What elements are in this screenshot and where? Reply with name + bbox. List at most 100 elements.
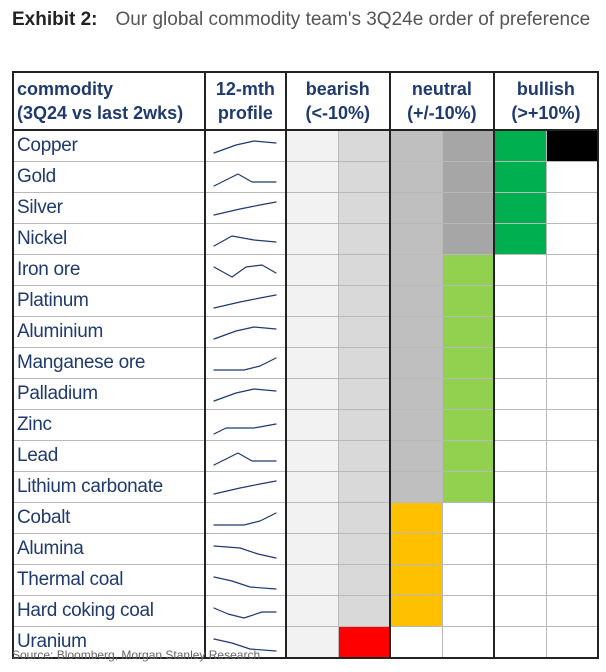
rating-cell (337, 347, 391, 379)
rating-cell (337, 316, 391, 348)
rating-cell (441, 254, 495, 286)
header-neutral-line1: neutral (411, 79, 472, 99)
rating-cell (285, 440, 339, 472)
rating-cell (285, 409, 339, 441)
rating-cell (545, 626, 599, 659)
rating-cell (337, 502, 391, 534)
rating-cell (545, 316, 599, 348)
sparkline-icon (213, 480, 277, 495)
profile-sparkline (204, 254, 287, 286)
rating-cell (441, 626, 495, 659)
table-row: Aluminium (12, 316, 599, 348)
table-row: Gold (12, 161, 599, 193)
rating-cell (337, 378, 391, 410)
profile-sparkline (204, 347, 287, 379)
rating-cell (389, 161, 443, 193)
commodity-name: Iron ore (12, 254, 206, 286)
rating-cell (441, 285, 495, 317)
profile-sparkline (204, 564, 287, 596)
commodity-name: Platinum (12, 285, 206, 317)
sparkline-icon (213, 201, 277, 216)
rating-cell (337, 192, 391, 224)
rating-cell (545, 378, 599, 410)
rating-cell (545, 285, 599, 317)
rating-cell (337, 595, 391, 627)
profile-sparkline (204, 129, 287, 162)
profile-sparkline (204, 409, 287, 441)
rating-cell (389, 192, 443, 224)
rating-cell (493, 502, 547, 534)
rating-cell (441, 502, 495, 534)
profile-sparkline (204, 502, 287, 534)
commodity-name: Manganese ore (12, 347, 206, 379)
rating-cell (285, 316, 339, 348)
rating-cell (389, 440, 443, 472)
rating-cell (493, 223, 547, 255)
rating-cell (545, 471, 599, 503)
header-bullish: bullish (>+10%) (493, 71, 600, 131)
sparkline-icon (213, 264, 277, 278)
rating-cell (441, 223, 495, 255)
rating-cell (285, 161, 339, 193)
table-row: Silver (12, 192, 599, 224)
header-bullish-line2: (>+10%) (511, 103, 581, 123)
sparkline-icon (213, 512, 277, 526)
header-commodity-line1: commodity (17, 79, 114, 99)
table-row: Platinum (12, 285, 599, 317)
rating-cell (389, 378, 443, 410)
header-profile: 12-mth profile (204, 71, 287, 131)
rating-cell (545, 347, 599, 379)
rating-cell (389, 502, 443, 534)
commodity-name: Lead (12, 440, 206, 472)
profile-sparkline (204, 161, 287, 193)
rating-cell (545, 223, 599, 255)
header-commodity-line2: (3Q24 vs last 2wks) (17, 103, 184, 123)
rating-cell (441, 129, 495, 162)
rating-cell (493, 564, 547, 596)
header-bearish-line1: bearish (305, 79, 370, 99)
rating-cell (493, 316, 547, 348)
sparkline-icon (213, 294, 277, 309)
rating-cell (285, 564, 339, 596)
table-row: Manganese ore (12, 347, 599, 379)
profile-sparkline (204, 378, 287, 410)
rating-cell (285, 533, 339, 565)
rating-cell (285, 129, 339, 162)
profile-sparkline (204, 316, 287, 348)
rating-cell (441, 440, 495, 472)
sparkline-icon (213, 235, 277, 247)
table-row: Zinc (12, 409, 599, 441)
rating-cell (285, 471, 339, 503)
rating-cell (441, 595, 495, 627)
commodity-name: Hard coking coal (12, 595, 206, 627)
commodity-name: Nickel (12, 223, 206, 255)
table-row: Copper (12, 129, 599, 162)
rating-cell (389, 223, 443, 255)
rating-cell (285, 285, 339, 317)
rating-cell (337, 254, 391, 286)
profile-sparkline (204, 595, 287, 627)
rating-cell (545, 595, 599, 627)
rating-cell (545, 533, 599, 565)
table-row: Thermal coal (12, 564, 599, 596)
rating-cell (389, 347, 443, 379)
rating-cell (493, 595, 547, 627)
rating-cell (337, 564, 391, 596)
rating-cell (493, 626, 547, 659)
commodity-name: Palladium (12, 378, 206, 410)
rating-cell (389, 409, 443, 441)
rating-cell (441, 347, 495, 379)
commodity-name: Uranium (12, 626, 206, 659)
profile-sparkline (204, 471, 287, 503)
commodity-name: Lithium carbonate (12, 471, 206, 503)
rating-cell (285, 192, 339, 224)
rating-cell (389, 595, 443, 627)
rating-cell (337, 161, 391, 193)
rating-cell (545, 254, 599, 286)
rating-cell (285, 626, 339, 659)
preference-table: commodity (3Q24 vs last 2wks) 12-mth pro… (12, 71, 600, 659)
rating-cell (285, 223, 339, 255)
rating-cell (337, 471, 391, 503)
header-profile-line1: 12-mth (215, 79, 275, 99)
rating-cell (493, 347, 547, 379)
